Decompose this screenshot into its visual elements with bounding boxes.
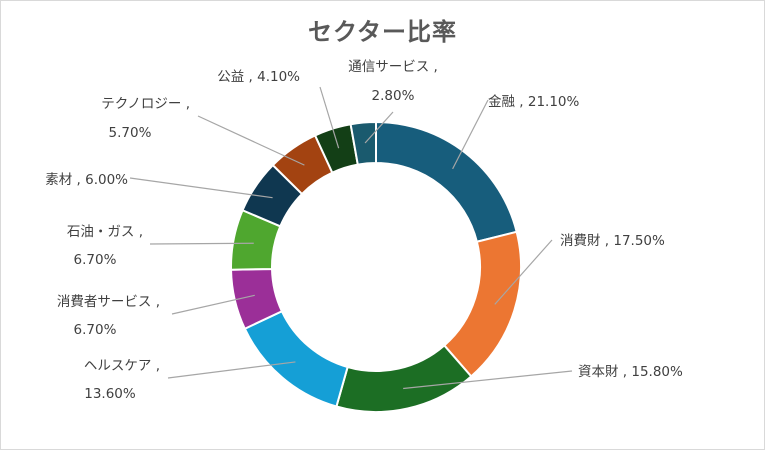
- donut-slice-資本財: [335, 344, 473, 413]
- data-label: 素材 , 6.00%: [45, 172, 128, 188]
- data-label: 5.70%: [109, 125, 152, 141]
- data-label: 消費財 , 17.50%: [560, 233, 665, 249]
- data-label: 6.70%: [74, 252, 117, 268]
- data-label: ヘルスケア ,: [84, 358, 160, 374]
- data-label: 石油・ガス ,: [67, 224, 143, 240]
- leader-line: [167, 361, 296, 379]
- data-label: テクノロジー ,: [101, 96, 190, 112]
- leader-line: [197, 115, 305, 166]
- chart-title: セクター比率: [307, 18, 458, 46]
- leader-line: [149, 242, 254, 245]
- data-label: 資本財 , 15.80%: [578, 364, 683, 380]
- leader-line: [494, 239, 553, 305]
- leader-line: [364, 111, 394, 144]
- data-label: 6.70%: [74, 322, 117, 338]
- leader-line: [171, 294, 255, 315]
- data-label: 2.80%: [372, 88, 415, 104]
- donut-slice-ヘルスケア: [243, 309, 349, 408]
- leader-line: [452, 99, 489, 170]
- data-label: 公益 , 4.10%: [217, 69, 300, 85]
- data-label: 通信サービス ,: [348, 59, 438, 75]
- data-label: 消費者サービス ,: [57, 294, 160, 310]
- donut-slice-金融: [375, 120, 518, 243]
- data-label: 13.60%: [84, 386, 136, 402]
- leader-line: [319, 86, 340, 149]
- donut-slice-通信サービス: [349, 120, 377, 166]
- data-label: 金融 , 21.10%: [488, 94, 580, 110]
- donut-slice-消費財: [442, 230, 522, 378]
- leader-line: [129, 177, 273, 199]
- leader-line: [403, 370, 573, 390]
